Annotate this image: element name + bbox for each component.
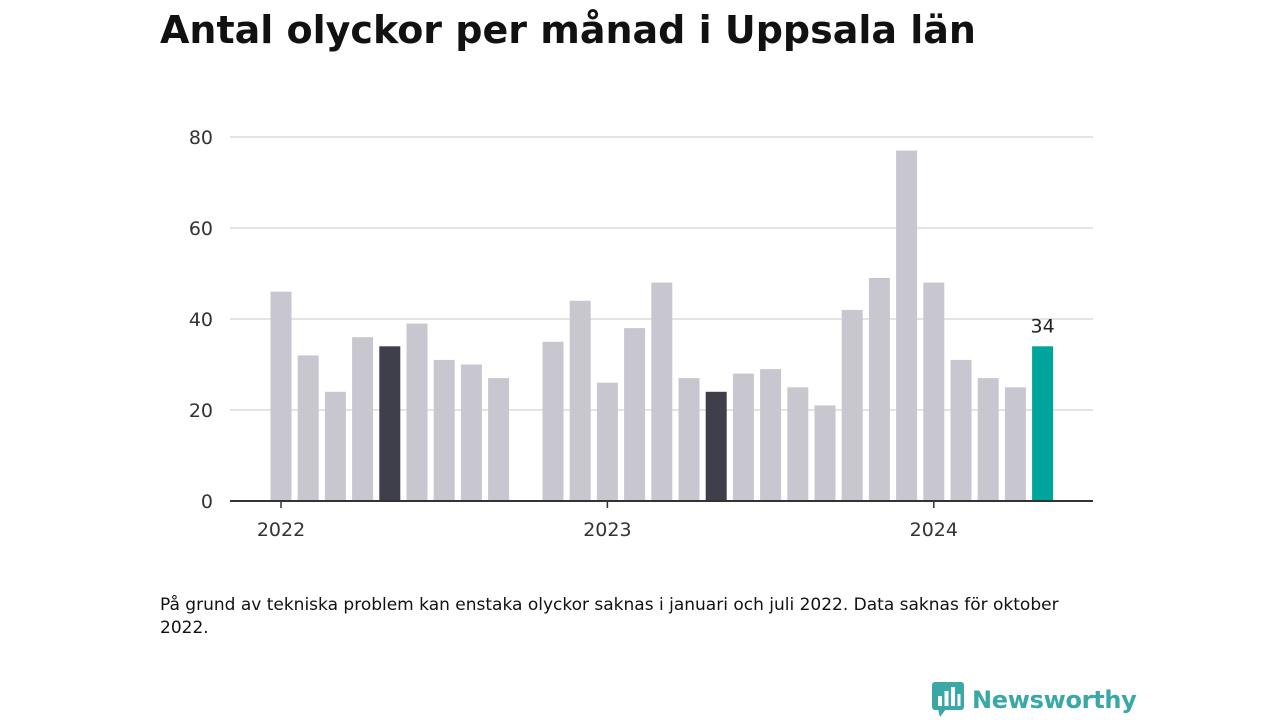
bar-2024-05[interactable] — [1032, 346, 1054, 501]
bar-2022-01[interactable] — [270, 291, 292, 501]
labels: 0 20 40 60 80 2022 2023 2024 34 — [189, 127, 1055, 541]
y-tick-label: 0 — [201, 491, 213, 513]
bar-2023-04[interactable] — [678, 378, 700, 501]
bar-2023-09[interactable] — [814, 405, 836, 501]
bar-2023-06[interactable] — [732, 373, 754, 501]
bar-2022-12[interactable] — [569, 300, 591, 501]
bar-2022-05[interactable] — [379, 346, 401, 501]
bar-2022-07[interactable] — [433, 359, 455, 501]
chart-title: Antal olyckor per månad i Uppsala län — [160, 8, 976, 52]
bar-2022-09[interactable] — [488, 378, 510, 501]
bar-2023-05[interactable] — [705, 391, 727, 501]
y-tick-label: 20 — [189, 400, 213, 422]
brand-logo[interactable]: Newsworthy — [932, 682, 1137, 718]
bar-2022-08[interactable] — [460, 364, 482, 502]
bar-2023-10[interactable] — [841, 309, 863, 501]
x-tick-label: 2023 — [583, 519, 631, 541]
footnote: På grund av tekniska problem kan enstaka… — [160, 595, 1059, 638]
bar-2023-08[interactable] — [787, 387, 809, 502]
bar-2023-11[interactable] — [868, 278, 890, 501]
bar-2024-01[interactable] — [923, 282, 945, 501]
bar-2022-04[interactable] — [352, 337, 374, 501]
bar-2023-12[interactable] — [896, 150, 918, 501]
bar-2023-02[interactable] — [624, 328, 646, 501]
y-tick-label: 60 — [189, 218, 213, 240]
bar-2022-02[interactable] — [297, 355, 319, 501]
bar-2022-11[interactable] — [542, 341, 564, 502]
data-label: 34 — [1031, 315, 1055, 337]
newsworthy-logo-icon — [932, 682, 964, 717]
bar-2022-03[interactable] — [324, 391, 346, 501]
bar-2023-01[interactable] — [596, 382, 618, 501]
bar-2022-06[interactable] — [406, 323, 428, 501]
x-tick-label: 2022 — [257, 519, 305, 541]
bar-2024-03[interactable] — [977, 378, 999, 501]
bar-2024-04[interactable] — [1004, 387, 1026, 502]
bar-2023-07[interactable] — [760, 369, 782, 501]
bar-2023-03[interactable] — [651, 282, 673, 501]
bars — [270, 150, 1054, 502]
y-tick-label: 80 — [189, 127, 213, 149]
bar-2024-02[interactable] — [950, 359, 972, 501]
brand-name: Newsworthy — [972, 686, 1137, 714]
y-tick-label: 40 — [189, 309, 213, 331]
x-tick-label: 2024 — [910, 519, 958, 541]
axes — [230, 500, 1093, 508]
